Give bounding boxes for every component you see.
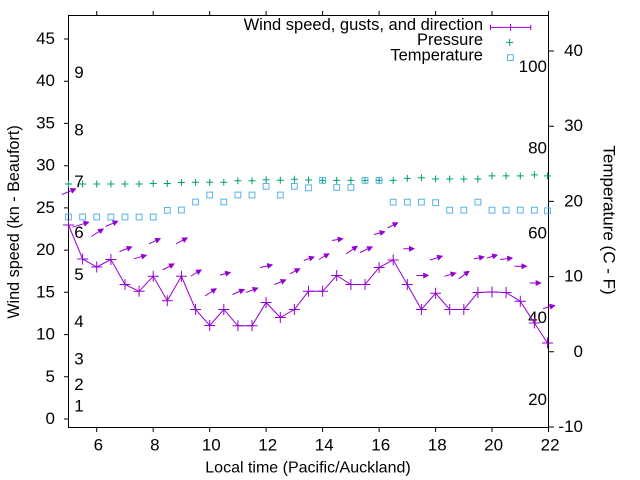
svg-text:5: 5 — [46, 367, 55, 386]
svg-text:7: 7 — [74, 172, 83, 191]
svg-text:6: 6 — [94, 436, 103, 455]
svg-text:1: 1 — [74, 397, 83, 416]
svg-text:6: 6 — [74, 223, 83, 242]
svg-text:80: 80 — [528, 139, 547, 158]
svg-text:8: 8 — [150, 436, 159, 455]
svg-text:10: 10 — [202, 436, 221, 455]
svg-text:16: 16 — [371, 436, 390, 455]
svg-text:20: 20 — [564, 191, 583, 210]
svg-text:60: 60 — [528, 224, 547, 243]
svg-text:Temperature (C - F): Temperature (C - F) — [600, 145, 619, 294]
svg-text:20: 20 — [36, 240, 55, 259]
svg-text:10: 10 — [564, 267, 583, 286]
svg-text:35: 35 — [36, 113, 55, 132]
svg-text:100: 100 — [519, 57, 547, 76]
svg-text:9: 9 — [74, 63, 83, 82]
svg-text:20: 20 — [484, 436, 503, 455]
svg-text:22: 22 — [541, 436, 560, 455]
svg-text:0: 0 — [46, 409, 55, 428]
svg-text:12: 12 — [258, 436, 277, 455]
svg-text:Wind speed, gusts, and directi: Wind speed, gusts, and direction — [244, 16, 483, 34]
svg-text:45: 45 — [36, 29, 55, 48]
svg-text:30: 30 — [36, 156, 55, 175]
svg-text:20: 20 — [528, 390, 547, 409]
svg-text:5: 5 — [74, 265, 83, 284]
svg-text:40: 40 — [36, 71, 55, 90]
svg-text:40: 40 — [564, 41, 583, 60]
svg-text:Temperature: Temperature — [390, 46, 483, 64]
svg-text:8: 8 — [74, 120, 83, 139]
svg-text:0: 0 — [574, 342, 583, 361]
svg-text:3: 3 — [74, 350, 83, 369]
svg-text:25: 25 — [36, 198, 55, 217]
svg-text:-10: -10 — [558, 417, 583, 436]
svg-text:Local time (Pacific/Auckland): Local time (Pacific/Auckland) — [205, 459, 410, 476]
svg-text:18: 18 — [428, 436, 447, 455]
svg-text:Pressure: Pressure — [417, 31, 483, 49]
svg-text:40: 40 — [528, 308, 547, 327]
svg-text:10: 10 — [36, 325, 55, 344]
svg-text:14: 14 — [315, 436, 334, 455]
svg-text:15: 15 — [36, 282, 55, 301]
svg-text:30: 30 — [564, 116, 583, 135]
svg-text:2: 2 — [74, 375, 83, 394]
svg-text:Wind speed (kn - Beaufort): Wind speed (kn - Beaufort) — [5, 125, 23, 318]
svg-text:4: 4 — [74, 312, 83, 331]
